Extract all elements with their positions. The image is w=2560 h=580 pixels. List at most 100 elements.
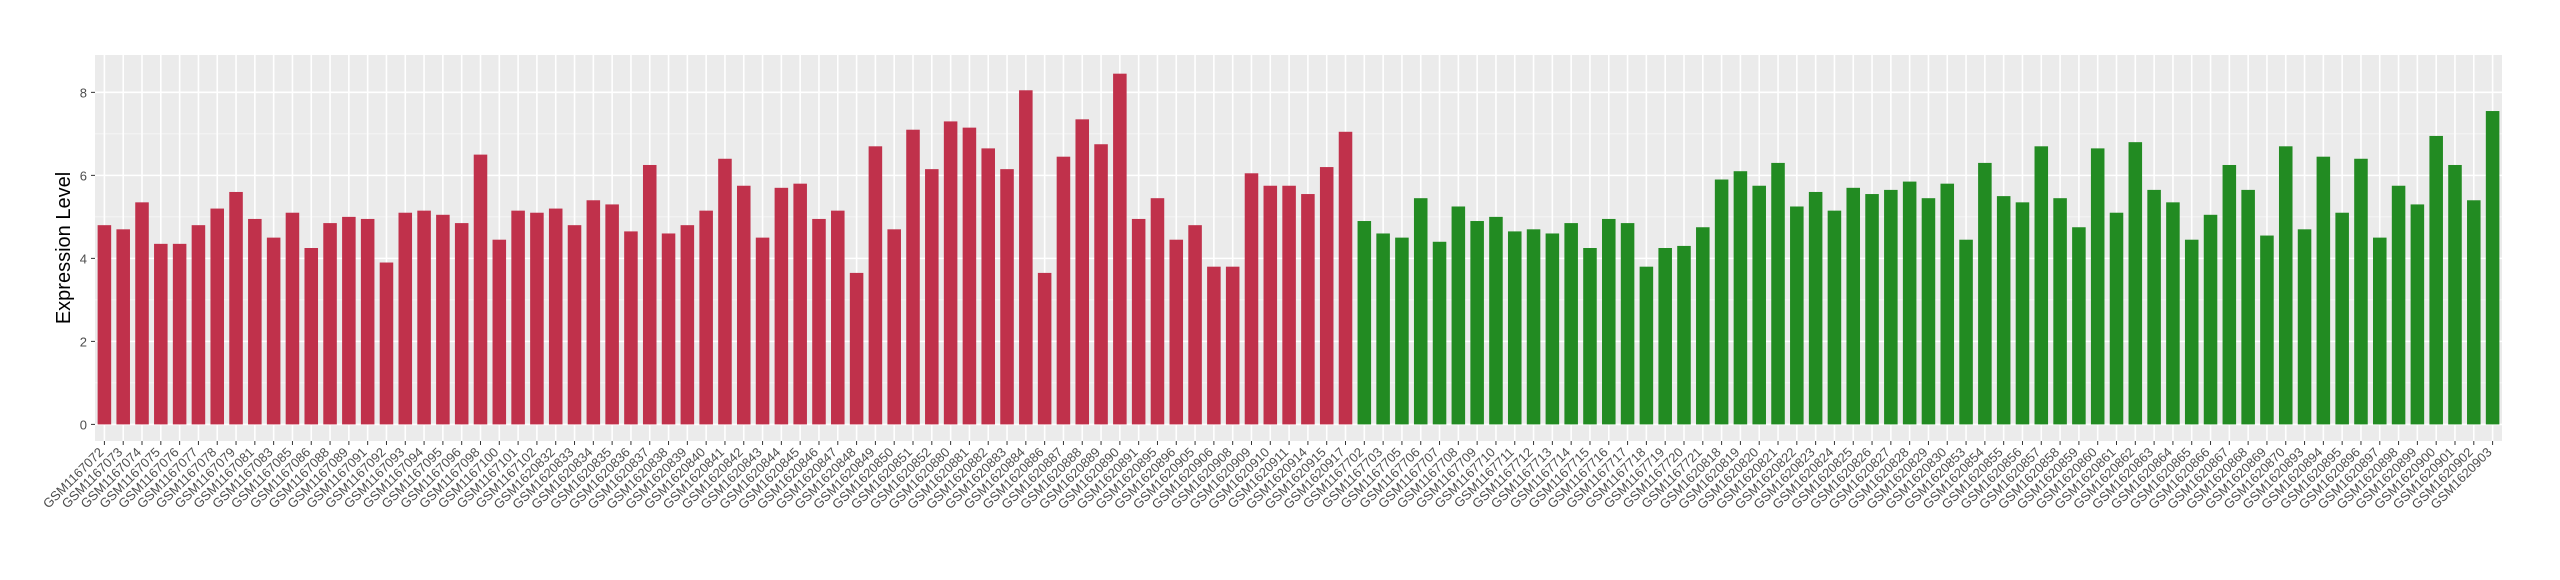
- bar: [2429, 135, 2443, 425]
- bar: [1432, 241, 1447, 425]
- bar: [2015, 202, 2030, 425]
- bar: [624, 231, 638, 425]
- bar: [586, 200, 601, 425]
- bar: [831, 210, 845, 425]
- bar: [492, 239, 507, 425]
- y-tick-label: 6: [80, 168, 87, 183]
- bar: [1131, 218, 1146, 425]
- bar: [1244, 173, 1259, 425]
- bar: [172, 243, 187, 425]
- bar: [342, 216, 356, 425]
- bar: [1395, 237, 1409, 425]
- bar: [1827, 210, 1842, 425]
- bar: [2485, 111, 2500, 425]
- bar: [2166, 202, 2180, 425]
- bar: [1865, 194, 1879, 425]
- bar: [229, 191, 243, 425]
- bar: [2184, 239, 2199, 425]
- bar: [248, 218, 262, 425]
- bar: [1714, 179, 1729, 425]
- bar: [1413, 198, 1428, 425]
- bar: [379, 262, 394, 425]
- bar: [774, 187, 789, 425]
- bar: [1113, 73, 1127, 425]
- bar: [906, 129, 920, 425]
- bar: [2391, 185, 2406, 425]
- bar: [360, 218, 375, 425]
- bar: [1771, 162, 1785, 425]
- bar: [1564, 223, 1578, 425]
- bar: [1451, 206, 1466, 425]
- bar: [812, 218, 826, 425]
- bar: [1752, 185, 1766, 425]
- bar: [1150, 198, 1165, 425]
- bar: [1470, 221, 1484, 425]
- bar: [1019, 90, 1033, 425]
- bar: [1602, 218, 1616, 425]
- bar: [680, 225, 695, 425]
- bar: [2335, 212, 2349, 425]
- bar: [2241, 189, 2255, 425]
- bar: [266, 237, 281, 425]
- bar: [868, 146, 883, 425]
- bar: [849, 272, 864, 425]
- bar: [2053, 198, 2067, 425]
- bar: [154, 243, 168, 425]
- bar: [1677, 245, 1691, 425]
- bar: [1658, 248, 1672, 425]
- bar: [530, 212, 544, 425]
- bar: [1225, 266, 1240, 425]
- y-tick-label: 0: [80, 417, 87, 432]
- bar: [2278, 146, 2293, 425]
- bar: [548, 208, 563, 425]
- bar: [417, 210, 431, 425]
- bar: [304, 248, 319, 425]
- bar: [2354, 158, 2368, 425]
- bar: [473, 154, 488, 425]
- bar: [1301, 194, 1315, 425]
- bar: [567, 225, 582, 425]
- bar: [2072, 227, 2086, 425]
- bar: [1357, 221, 1372, 425]
- bar: [1696, 227, 1710, 425]
- bar: [642, 164, 657, 425]
- bar: [1620, 223, 1635, 425]
- bar: [1733, 171, 1748, 425]
- bar: [736, 185, 751, 425]
- bar: [981, 148, 995, 425]
- bar: [2109, 212, 2124, 425]
- bar: [2090, 148, 2105, 425]
- bar: [755, 237, 770, 425]
- y-tick-label: 8: [80, 85, 87, 100]
- bar: [2410, 204, 2425, 425]
- bar: [1545, 233, 1560, 425]
- bar: [1959, 239, 1973, 425]
- bar: [2372, 237, 2387, 425]
- bar: [1808, 191, 1823, 425]
- bar: [1075, 119, 1090, 425]
- bar: [1978, 162, 1992, 425]
- bar: [1319, 167, 1334, 425]
- bar: [436, 214, 450, 425]
- bar: [2222, 164, 2237, 425]
- bar: [1188, 225, 1202, 425]
- bar: [511, 210, 525, 425]
- bar: [2467, 200, 2481, 425]
- bar: [1526, 229, 1541, 425]
- bar: [2448, 164, 2462, 425]
- bar: [605, 204, 619, 425]
- bar: [2034, 146, 2049, 425]
- bar: [1507, 231, 1522, 425]
- y-axis-title: Expression Level: [53, 172, 75, 324]
- bar: [1921, 198, 1936, 425]
- bar: [2297, 229, 2312, 425]
- bar: [1094, 144, 1108, 425]
- bar: [1846, 187, 1861, 425]
- bar: [1169, 239, 1184, 425]
- bar: [1282, 185, 1296, 425]
- bar: [2203, 214, 2218, 425]
- bar: [1037, 272, 1052, 425]
- bar: [285, 212, 300, 425]
- bar: [2260, 235, 2274, 425]
